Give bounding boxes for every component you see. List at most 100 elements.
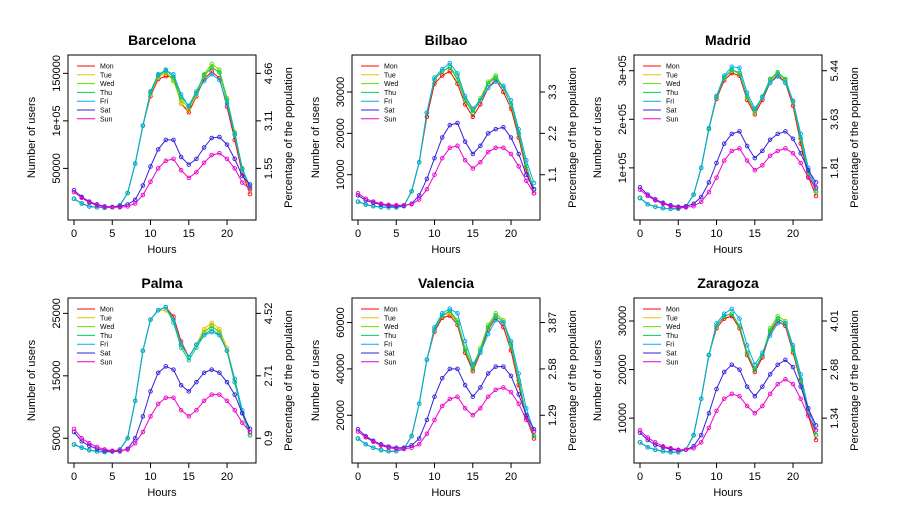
chart-title: Palma <box>141 275 182 291</box>
y-tick-label-left: 30000 <box>617 306 629 337</box>
y-tick-label-left: 20000 <box>335 400 347 431</box>
y-tick-label-left: 3e+05 <box>617 55 629 86</box>
data-point-fri <box>232 376 237 382</box>
legend-label-mon: Mon <box>100 307 114 314</box>
data-point-sun <box>676 447 681 452</box>
data-point-sun <box>217 392 222 397</box>
series-line-sat <box>73 365 251 452</box>
data-point-mon <box>478 102 483 107</box>
data-point-fri <box>79 445 84 450</box>
plot-frame <box>67 54 257 221</box>
data-point-fri <box>409 433 414 439</box>
legend-label-thu: Thu <box>666 333 678 340</box>
data-point-sat <box>240 411 245 416</box>
data-point-sat <box>194 156 199 162</box>
data-point-sun <box>386 445 391 450</box>
data-point-sat <box>729 131 735 137</box>
y-tick-label-left: 25000 <box>51 298 63 329</box>
data-point-sun <box>714 175 719 180</box>
x-tick-label: 10 <box>144 228 156 240</box>
data-point-fri <box>729 306 735 312</box>
series-line-wed <box>357 66 535 208</box>
data-point-fri <box>363 442 368 447</box>
data-point-fri <box>178 342 184 347</box>
data-point-fri <box>508 98 514 103</box>
x-tick-label: 5 <box>109 228 115 240</box>
data-point-fri <box>155 307 161 313</box>
y-tick-label-left: 10000 <box>335 159 347 190</box>
x-tick-label: 10 <box>710 471 722 483</box>
data-point-sat <box>163 137 169 143</box>
data-point-sun <box>110 448 115 454</box>
data-point-sat <box>209 367 214 372</box>
series-line-thu <box>73 67 251 209</box>
data-point-sat <box>653 442 658 448</box>
legend-label-sun: Sun <box>100 359 113 366</box>
data-point-fri <box>783 321 788 326</box>
legend-label-sat: Sat <box>384 108 395 115</box>
data-point-fri <box>698 396 704 401</box>
data-point-sun <box>706 425 712 431</box>
data-point-sun <box>102 204 107 210</box>
data-point-sat <box>148 164 153 169</box>
plot-frame <box>633 54 823 221</box>
data-point-sun <box>767 153 773 158</box>
legend-label-wed: Wed <box>100 324 114 331</box>
data-point-fri <box>194 342 199 347</box>
data-point-sat <box>813 180 819 185</box>
x-axis-label: Hours <box>431 244 461 256</box>
data-point-fri <box>439 67 445 72</box>
data-point-sat <box>247 182 253 187</box>
legend-label-fri: Fri <box>100 342 109 349</box>
data-point-sat <box>462 139 468 144</box>
data-point-sun <box>148 414 153 419</box>
data-point-fri <box>217 77 222 83</box>
data-point-sun <box>645 435 650 440</box>
data-point-sun <box>163 158 169 164</box>
legend-label-fri: Fri <box>666 99 675 106</box>
data-point-thu <box>516 131 521 136</box>
data-point-sun <box>409 201 414 207</box>
data-point-thu <box>470 110 476 115</box>
data-point-sun <box>132 201 138 206</box>
legend-label-fri: Fri <box>384 342 393 349</box>
data-point-sat <box>155 370 161 375</box>
data-point-wed <box>775 313 780 319</box>
data-point-sun <box>660 444 666 449</box>
data-point-thu <box>462 348 468 353</box>
data-point-sun <box>394 446 399 452</box>
data-point-thu <box>493 75 498 80</box>
series-line-tue <box>73 309 251 453</box>
data-point-wed <box>783 318 788 324</box>
data-point-fri <box>721 73 727 78</box>
legend-label-wed: Wed <box>666 81 680 88</box>
data-point-sat <box>806 406 811 411</box>
data-point-thu <box>508 102 514 107</box>
series-line-fri <box>357 308 535 452</box>
data-point-sat <box>775 131 780 137</box>
data-point-thu <box>447 308 453 314</box>
data-point-fri <box>140 123 146 128</box>
data-point-sun <box>508 151 514 157</box>
data-point-sat <box>232 156 237 162</box>
data-point-fri <box>516 371 521 376</box>
data-point-fri <box>478 350 483 355</box>
data-point-sun <box>645 193 650 199</box>
legend-label-thu: Thu <box>384 333 396 340</box>
legend-label-tue: Tue <box>666 315 678 322</box>
data-point-sun <box>171 156 176 162</box>
legend-label-fri: Fri <box>100 99 109 106</box>
data-point-fri <box>645 445 650 450</box>
data-point-sun <box>524 178 529 184</box>
data-point-sat <box>439 135 445 140</box>
legend-label-wed: Wed <box>384 81 398 88</box>
data-point-thu <box>767 328 773 333</box>
data-point-fri <box>209 329 214 335</box>
data-point-sun <box>217 150 222 156</box>
data-point-sun <box>439 403 445 409</box>
legend-label-wed: Wed <box>384 324 398 331</box>
data-point-thu <box>447 64 453 70</box>
x-axis-label: Hours <box>431 487 461 499</box>
data-point-fri <box>455 71 460 76</box>
data-point-fri <box>455 311 460 316</box>
